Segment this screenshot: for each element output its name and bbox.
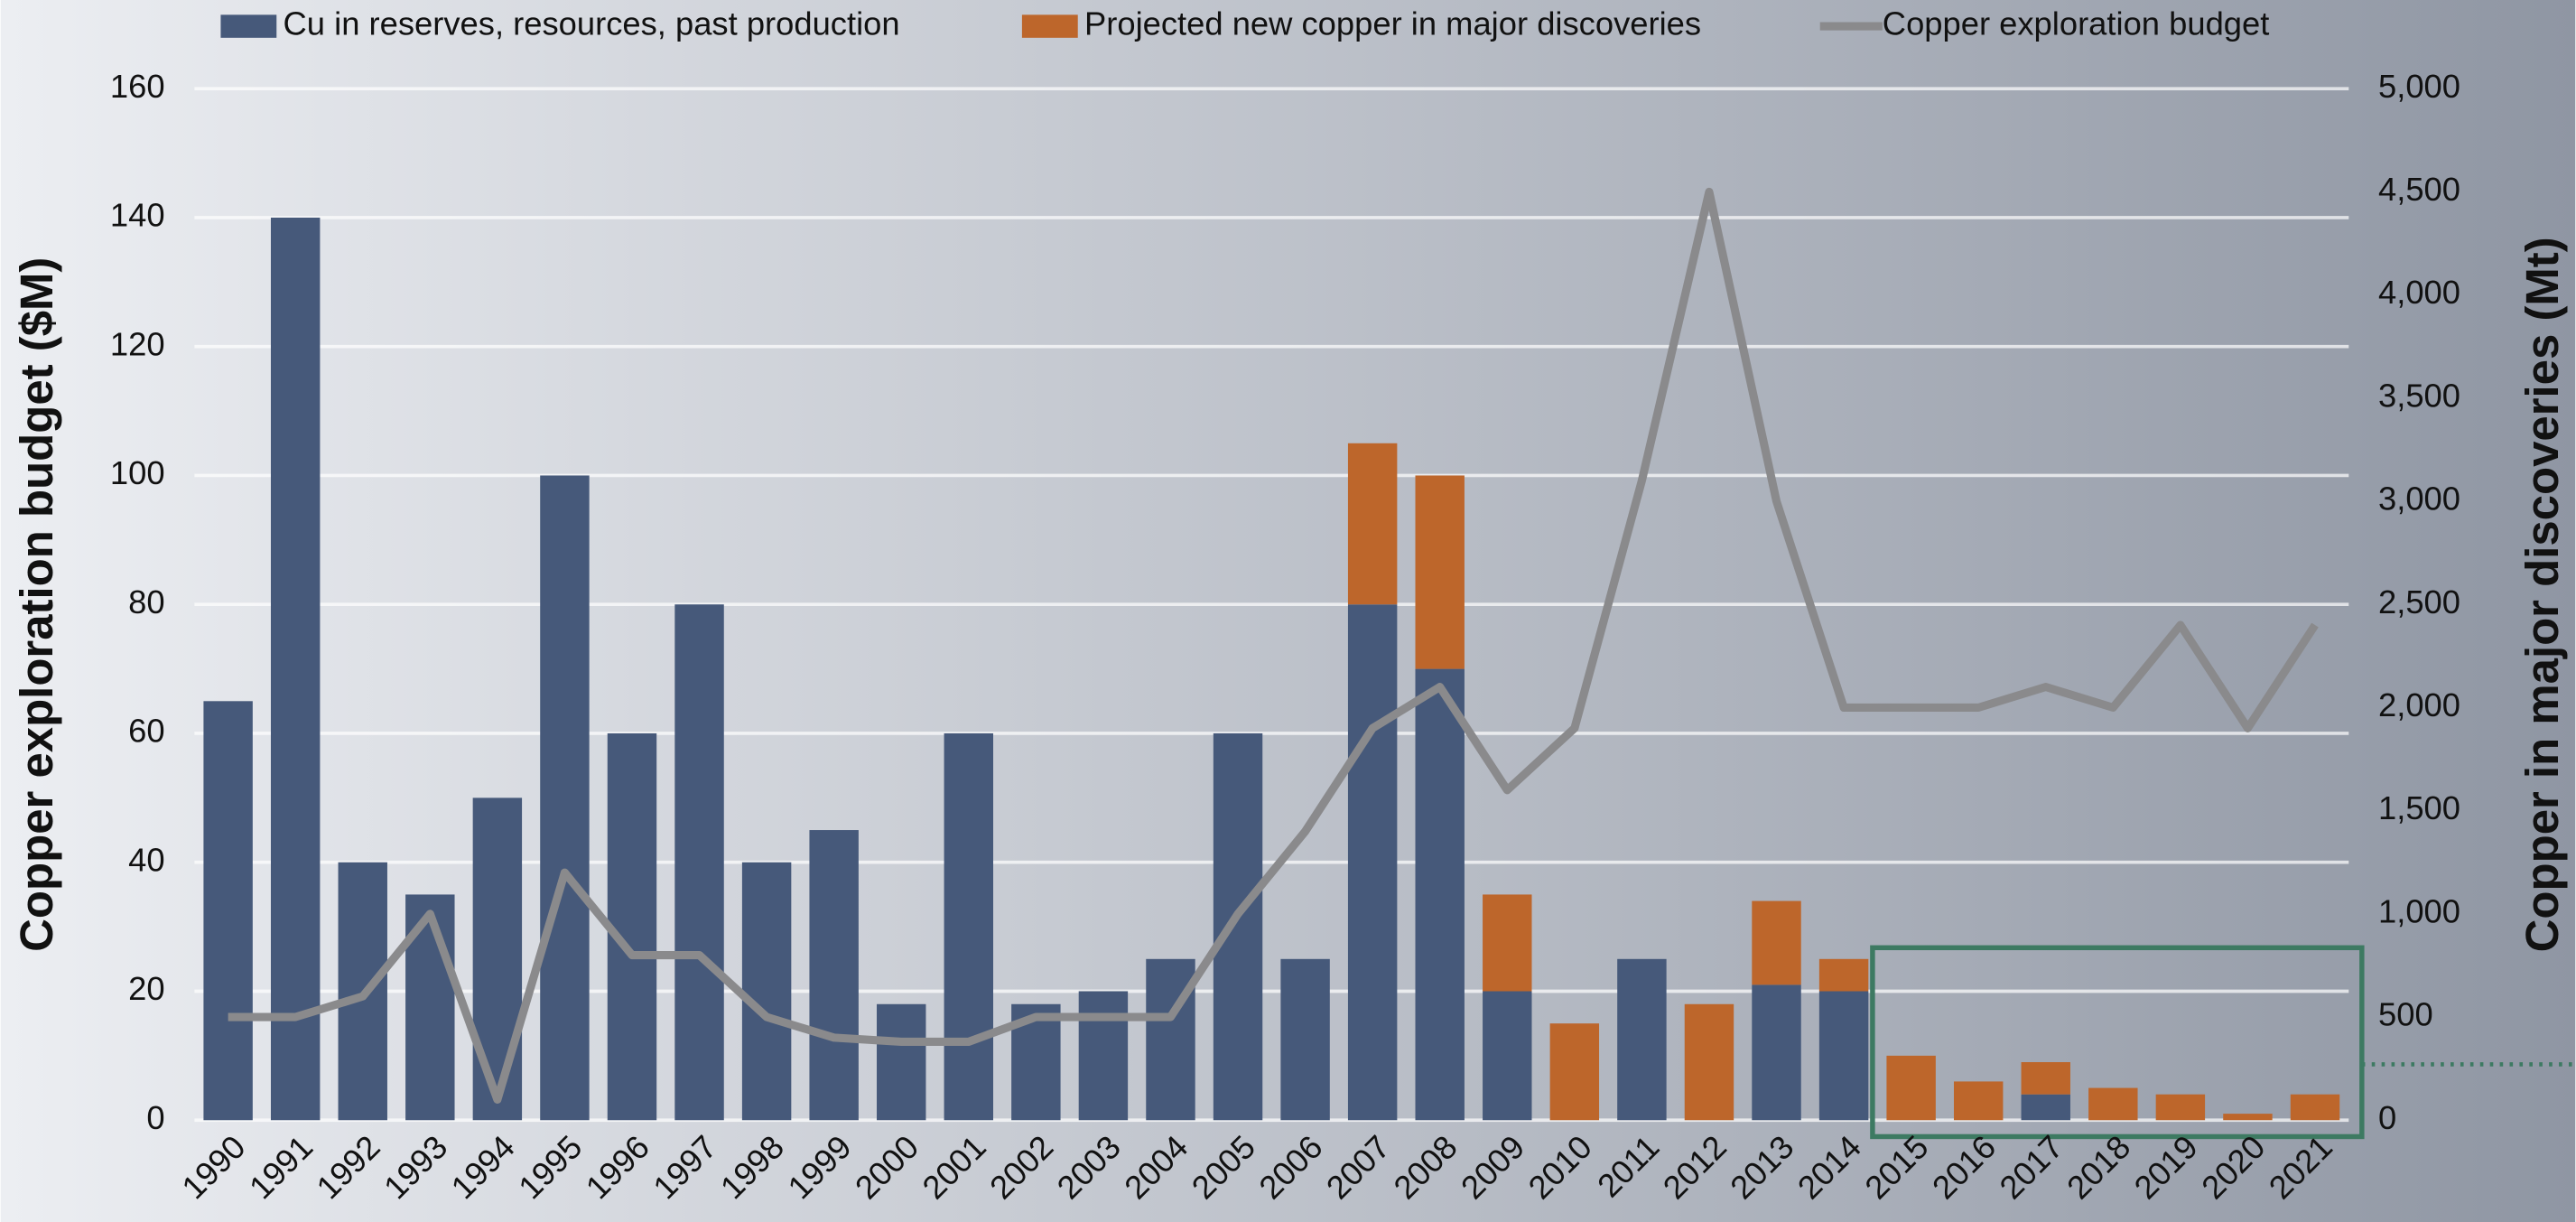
y2-tick-label: 4,500 — [2378, 171, 2460, 208]
bar — [1549, 1023, 1600, 1121]
y-tick-label: 60 — [128, 713, 164, 750]
bar — [1818, 991, 1869, 1121]
highlight-box — [1870, 945, 2365, 1140]
marks — [203, 187, 2340, 1121]
y-tick-label: 40 — [128, 841, 164, 878]
y-tick-label: 160 — [110, 68, 165, 105]
bar — [741, 862, 792, 1121]
legend-label: Cu in reserves, resources, past producti… — [284, 5, 900, 42]
y2-tick-label: 3,000 — [2378, 480, 2460, 518]
bar — [674, 604, 724, 1121]
bar — [540, 475, 590, 1121]
bar — [1886, 1055, 1936, 1121]
y2-tick-label: 1,000 — [2378, 892, 2460, 929]
bar — [405, 894, 455, 1121]
bar — [1213, 732, 1263, 1121]
bar — [1818, 958, 1869, 992]
y-tick-label: 80 — [128, 583, 164, 620]
y2-tick-label: 5,000 — [2378, 68, 2460, 105]
legend-label: Copper exploration budget — [1883, 5, 2270, 42]
bar — [2155, 1094, 2206, 1121]
bar — [1347, 604, 1398, 1121]
bar — [607, 732, 657, 1121]
bar — [1347, 443, 1398, 605]
y2-tick-label: 3,500 — [2378, 377, 2460, 414]
bar — [1752, 984, 1801, 1121]
bar — [270, 217, 321, 1121]
bar — [2021, 1094, 2070, 1121]
bar — [2088, 1087, 2138, 1121]
legend-label: Projected new copper in major discoverie… — [1084, 5, 1701, 42]
y2-tick-label: 0 — [2378, 1099, 2396, 1136]
y-tick-label: 120 — [110, 325, 165, 362]
y2-tick-label: 500 — [2378, 996, 2433, 1033]
bar — [2021, 1062, 2070, 1095]
bar — [1483, 894, 1532, 992]
bar — [2223, 1114, 2273, 1121]
legend-swatch — [1021, 14, 1078, 38]
bar — [1415, 475, 1465, 669]
y-axis-title: Copper exploration budget ($M) — [11, 257, 62, 952]
y-tick-label: 20 — [128, 970, 164, 1007]
y-tick-label: 0 — [146, 1099, 164, 1136]
bar — [944, 732, 994, 1121]
y2-tick-label: 2,000 — [2378, 686, 2460, 723]
bar — [2290, 1094, 2340, 1121]
bar — [203, 701, 253, 1121]
y-tick-label: 100 — [110, 454, 165, 491]
bar — [809, 830, 859, 1121]
bar — [1483, 991, 1532, 1121]
bar — [1953, 1081, 2004, 1121]
bar — [472, 798, 523, 1121]
bar — [1617, 958, 1667, 1121]
bar — [1280, 958, 1330, 1121]
line — [228, 187, 2319, 1104]
bar — [1684, 1003, 1734, 1121]
y2-tick-label: 4,000 — [2378, 274, 2460, 311]
bar — [1078, 991, 1129, 1121]
bar — [1752, 900, 1801, 985]
legend-swatch — [220, 14, 277, 38]
y-tick-label: 140 — [110, 197, 165, 234]
bar — [877, 1003, 926, 1121]
y2-axis-title: Copper in major discoveries (Mt) — [2516, 237, 2568, 952]
y2-tick-label: 2,500 — [2378, 583, 2460, 620]
y2-tick-label: 1,500 — [2378, 789, 2460, 826]
bar — [1415, 668, 1465, 1121]
